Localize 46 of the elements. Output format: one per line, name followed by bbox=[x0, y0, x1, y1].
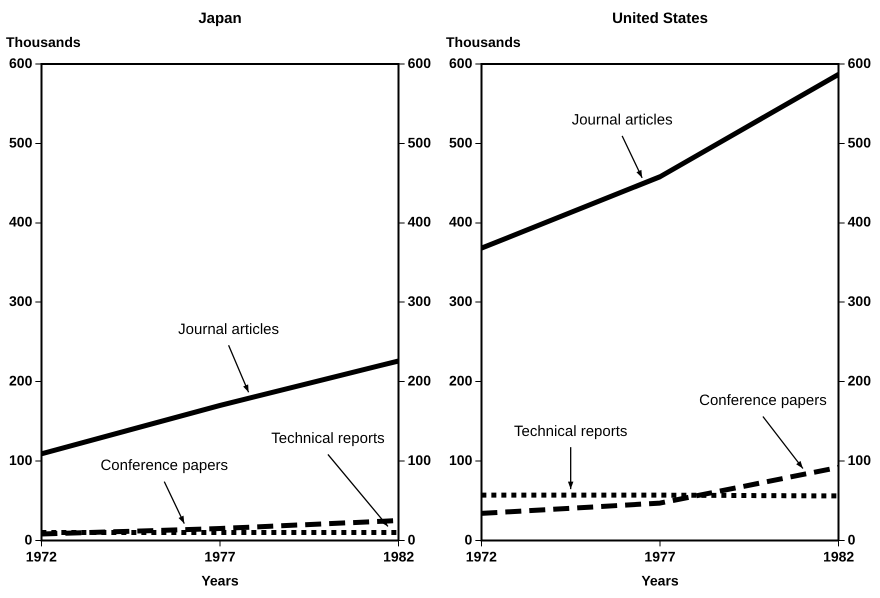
x-tick-label: 1972 bbox=[26, 548, 58, 565]
x-tick-label: 1977 bbox=[644, 548, 676, 565]
x-tick-label: 1972 bbox=[466, 548, 498, 565]
y2-tick-label: 300 bbox=[848, 293, 872, 310]
y2-tick-label: 200 bbox=[408, 372, 432, 388]
y2-tick-label: 500 bbox=[408, 134, 432, 150]
y2-tick-label: 0 bbox=[848, 531, 856, 548]
chart-title: United States bbox=[612, 10, 708, 28]
y-tick-label: 200 bbox=[449, 372, 473, 388]
y-tick-label: 400 bbox=[449, 214, 473, 230]
x-axis-title: Years bbox=[641, 572, 679, 588]
x-tick-label: 1977 bbox=[204, 548, 236, 565]
y2-tick-label: 200 bbox=[848, 372, 872, 388]
y-tick-label: 300 bbox=[9, 293, 33, 310]
y-axis-title: Thousands bbox=[446, 34, 521, 50]
text: Conference papers bbox=[699, 392, 827, 410]
y-tick-label: 100 bbox=[9, 452, 33, 468]
y-tick-label: 100 bbox=[449, 452, 473, 468]
y-tick-label: 200 bbox=[9, 372, 33, 388]
text: Technical reports bbox=[514, 422, 628, 440]
text: Technical reports bbox=[271, 430, 385, 448]
text: Journal articles bbox=[178, 320, 280, 338]
y2-tick-label: 500 bbox=[848, 134, 872, 150]
y-tick-label: 300 bbox=[449, 293, 473, 310]
y-tick-label: 0 bbox=[24, 531, 33, 548]
y2-tick-label: 400 bbox=[848, 214, 872, 230]
y2-tick-label: 100 bbox=[848, 452, 872, 468]
y-tick-label: 600 bbox=[449, 54, 473, 71]
x-tick-label: 1982 bbox=[383, 548, 414, 565]
y2-tick-label: 600 bbox=[848, 54, 872, 71]
text: Journal articles bbox=[572, 112, 673, 129]
y2-tick-label: 400 bbox=[408, 214, 432, 230]
x-tick-label: 1982 bbox=[823, 548, 854, 565]
chart-title: Japan bbox=[198, 10, 242, 28]
y2-tick-label: 0 bbox=[408, 531, 416, 548]
y-axis-title: Thousands bbox=[6, 34, 81, 50]
y2-tick-label: 600 bbox=[408, 54, 432, 71]
y-tick-label: 0 bbox=[464, 531, 473, 548]
y-tick-label: 500 bbox=[9, 134, 33, 150]
y2-tick-label: 300 bbox=[408, 293, 432, 310]
y-tick-label: 400 bbox=[9, 214, 33, 230]
y-tick-label: 500 bbox=[449, 134, 473, 150]
x-axis-title: Years bbox=[201, 572, 239, 588]
y2-tick-label: 100 bbox=[408, 452, 432, 468]
text: Conference papers bbox=[100, 457, 228, 474]
y-tick-label: 600 bbox=[9, 54, 33, 71]
